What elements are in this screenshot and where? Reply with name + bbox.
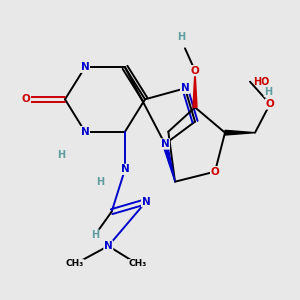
Text: CH₃: CH₃ xyxy=(128,260,146,268)
Text: O: O xyxy=(211,167,219,177)
Text: H: H xyxy=(178,32,186,42)
Text: N: N xyxy=(142,197,150,207)
Text: N: N xyxy=(81,62,89,72)
Text: H: H xyxy=(58,150,66,160)
Text: CH₃: CH₃ xyxy=(66,260,84,268)
Text: O: O xyxy=(190,66,200,76)
Text: N: N xyxy=(181,83,189,93)
Polygon shape xyxy=(193,71,197,107)
Text: HO: HO xyxy=(253,77,269,87)
Text: O: O xyxy=(266,99,274,109)
Text: O: O xyxy=(22,94,30,104)
Text: H: H xyxy=(91,230,99,240)
Text: N: N xyxy=(160,139,169,149)
Polygon shape xyxy=(225,130,255,135)
Text: N: N xyxy=(104,241,113,251)
Polygon shape xyxy=(163,143,175,182)
Text: N: N xyxy=(121,164,129,174)
Text: H: H xyxy=(264,87,272,97)
Text: H: H xyxy=(97,177,105,187)
Text: N: N xyxy=(81,127,89,137)
